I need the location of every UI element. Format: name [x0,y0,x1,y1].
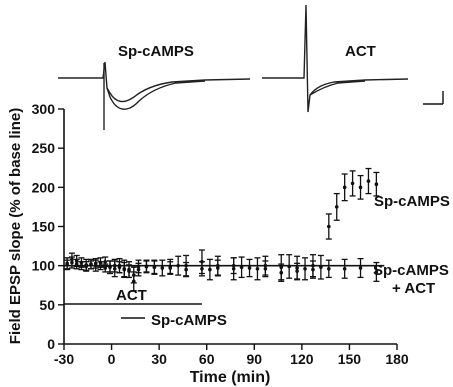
x-tick-label: 60 [199,351,215,367]
data-point [334,205,339,209]
y-tick-label: 250 [32,140,56,156]
data-point [152,265,157,270]
data-point [176,263,180,268]
x-tick-label: 180 [385,351,409,367]
data-point [327,224,331,229]
series-label-sp-camps-act-line1: Sp-cAMPS [373,262,449,279]
data-point [358,266,363,270]
data-point [108,264,112,269]
y-tick-label: 100 [32,258,56,274]
data-point [79,263,84,268]
data-point [263,267,268,271]
data-point [303,267,307,271]
x-tick-label: -30 [54,351,74,367]
application-label-sp-camps: Sp-cAMPS [151,312,227,329]
data-point [117,265,122,270]
x-axis-ticks: -30 0 30 60 90 120 150 180 [54,344,409,367]
y-tick-label: 300 [32,101,56,117]
y-tick-label: 50 [39,297,55,313]
data-point [103,266,108,270]
series-label-sp-camps-act-line2: + ACT [392,280,435,297]
data-point [374,182,379,186]
data-point [70,260,74,265]
data-point [279,270,284,275]
x-axis-label: Time (min) [190,369,271,386]
data-point [295,269,299,273]
data-point [84,264,88,269]
data-point [216,266,220,270]
data-point [311,267,315,272]
data-point [127,269,131,273]
data-point [350,181,355,186]
data-point [327,267,331,271]
data-point [65,263,69,267]
x-tick-label: 30 [151,351,167,367]
application-label-act: ACT [116,287,147,304]
scale-bar [423,91,444,105]
x-tick-label: 150 [338,351,362,367]
data-point [160,266,165,270]
series-sp-camps-act [64,256,380,284]
trace-act-control [262,4,409,113]
data-point [103,259,108,264]
data-point [200,267,204,271]
x-tick-label: 0 [108,351,116,367]
data-point [74,262,79,266]
y-tick-label: 200 [32,179,56,195]
data-point [131,273,136,277]
data-point [89,263,93,267]
y-tick-label: 150 [32,219,56,235]
data-point [93,261,98,266]
data-point [122,267,127,272]
y-tick-label: 0 [47,336,55,352]
data-point [231,263,236,268]
data-point [144,264,149,269]
trace-inset-sp-camps: Sp-cAMPS [58,43,251,130]
data-point [287,264,291,269]
data-point [342,185,347,190]
data-point [184,267,188,272]
inset-label-sp-camps: Sp-cAMPS [118,43,194,60]
trace-inset-act: ACT [262,4,409,113]
trace-act-treated [309,80,366,96]
trace-sp-camps-control [58,61,251,103]
data-point [239,265,244,270]
data-point [366,179,371,183]
data-point [208,267,212,272]
inset-label-act: ACT [345,43,376,60]
data-point [112,263,117,268]
x-tick-label: 120 [290,351,314,367]
data-series [64,167,380,292]
data-point [255,267,260,271]
data-point [342,267,347,271]
y-axis-ticks: 0 50 100 150 200 250 300 [32,101,64,352]
series-label-sp-camps: Sp-cAMPS [374,193,450,210]
data-point [374,270,379,274]
y-axis-label: Field EPSP slope (% of base line) [7,108,24,344]
data-point [319,265,323,270]
data-point [168,266,173,270]
data-point [247,266,252,270]
trace-sp-camps-treated [106,80,206,110]
data-point [136,267,141,272]
x-tick-label: 90 [246,351,262,367]
data-point [98,263,103,268]
data-point [358,185,363,190]
